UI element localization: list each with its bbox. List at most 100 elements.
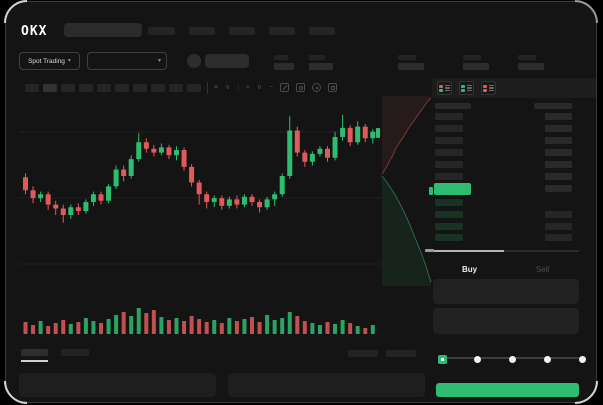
camera-icon[interactable] [296, 83, 306, 92]
bid-price-placeholder [435, 223, 463, 230]
pair-selector-dropdown[interactable]: ▾ [87, 52, 167, 70]
timeframe-button[interactable] [97, 84, 111, 92]
orders-tab-active[interactable] [21, 349, 48, 356]
bid-row[interactable] [431, 222, 579, 232]
okx-logo: OKX [21, 22, 47, 40]
bid-row[interactable] [431, 198, 579, 208]
timeframe-button[interactable] [169, 84, 183, 92]
candle [136, 142, 142, 160]
book-bids-only-icon[interactable] [459, 81, 474, 95]
indicator-dropdown[interactable]: ≡ [214, 84, 219, 91]
timeframe-button[interactable] [79, 84, 93, 92]
bid-amount-placeholder [545, 223, 572, 230]
ask-row[interactable] [431, 172, 579, 182]
ask-price-placeholder [435, 149, 463, 156]
bottom-bar-link-1[interactable] [348, 350, 378, 357]
line-style-icon[interactable]: ~ [269, 84, 274, 91]
volume-bar [310, 323, 315, 334]
tab-buy[interactable]: Buy [461, 265, 478, 274]
depth-bids-area [382, 176, 431, 286]
last-price-highlight[interactable] [434, 183, 471, 195]
compare-dropdown[interactable]: ≈ [246, 84, 250, 91]
scroll-marker[interactable] [425, 249, 434, 252]
timeframe-button[interactable] [187, 84, 201, 92]
stat-value-placeholder [518, 63, 544, 70]
stat-label-placeholder [518, 55, 536, 60]
nav-item[interactable] [309, 27, 335, 35]
book-asks-only-icon[interactable] [481, 81, 496, 95]
candle [325, 148, 330, 158]
candle [279, 176, 285, 195]
order-history-tab[interactable] [61, 349, 89, 356]
slider-handle[interactable] [438, 355, 447, 364]
bid-row[interactable] [431, 233, 579, 243]
depth-overlay [381, 96, 432, 286]
ask-price-placeholder [435, 137, 463, 144]
volume-bar [83, 318, 88, 334]
depth-asks-line [381, 97, 432, 175]
bid-row[interactable] [431, 210, 579, 220]
candle [340, 127, 346, 137]
search-input[interactable] [64, 23, 142, 37]
toolbar-divider: | [237, 84, 240, 91]
ask-row[interactable] [431, 148, 579, 158]
candle [53, 204, 59, 209]
orders-panel-placeholder [19, 373, 216, 397]
draw-icon[interactable] [280, 83, 290, 92]
timeframe-button[interactable] [25, 84, 39, 92]
depth-asks-area [382, 96, 431, 174]
slider-stop-dot[interactable] [579, 356, 586, 363]
timeframe-button[interactable] [43, 84, 57, 92]
market-type-label: Spot Trading [28, 57, 65, 65]
book-combined-icon[interactable] [437, 81, 452, 95]
volume-bar [182, 321, 187, 334]
ask-row[interactable] [431, 124, 579, 134]
ask-row[interactable] [431, 112, 579, 122]
ask-price-placeholder [435, 113, 463, 120]
timeframe-button[interactable] [61, 84, 75, 92]
volume-bar [61, 320, 66, 334]
timeframe-button[interactable] [133, 84, 147, 92]
candle [128, 159, 134, 176]
volume-bar [174, 318, 179, 334]
amount-input[interactable] [433, 308, 579, 334]
chevron-down-icon[interactable]: ∨ [256, 84, 263, 91]
pair-name-placeholder [205, 54, 249, 68]
volume-bar [333, 324, 338, 334]
ask-row[interactable] [431, 136, 579, 146]
nav-item[interactable] [189, 27, 215, 35]
timeframe-button[interactable] [151, 84, 165, 92]
volume-bar [99, 323, 103, 334]
nav-item[interactable] [148, 27, 175, 35]
volume-bar [204, 322, 209, 334]
stat-label-placeholder [398, 55, 416, 60]
candle [355, 126, 361, 143]
volume-bar [219, 323, 224, 334]
buy-submit-button[interactable] [436, 383, 579, 397]
bottom-bar-link-2[interactable] [386, 350, 416, 357]
volume-bar [91, 321, 96, 334]
volume-bar [159, 317, 164, 334]
market-type-dropdown[interactable]: Spot Trading ▾ [19, 52, 80, 70]
ratio-bar-sell-side [504, 250, 579, 252]
stat-label-placeholder [274, 55, 288, 60]
slider-stop-dot[interactable] [509, 356, 516, 363]
ask-amount-placeholder [545, 125, 572, 132]
fullscreen-icon[interactable] [328, 83, 338, 92]
slider-stop-dot[interactable] [474, 356, 481, 363]
slider-stop-dot[interactable] [544, 356, 551, 363]
candle [309, 153, 315, 162]
candlestick-chart-canvas[interactable] [19, 97, 381, 342]
amount-slider[interactable] [438, 355, 586, 364]
volume-bar [53, 323, 58, 334]
bid-price-placeholder [435, 234, 463, 241]
ask-row[interactable] [431, 160, 579, 170]
settings-icon[interactable] [312, 83, 322, 92]
timeframe-button[interactable] [115, 84, 129, 92]
chevron-down-icon[interactable]: ∨ [225, 84, 231, 91]
nav-item[interactable] [269, 27, 295, 35]
volume-bar [31, 325, 36, 334]
price-input[interactable] [433, 279, 579, 304]
tab-sell[interactable]: Sell [535, 265, 550, 274]
nav-item[interactable] [229, 27, 255, 35]
